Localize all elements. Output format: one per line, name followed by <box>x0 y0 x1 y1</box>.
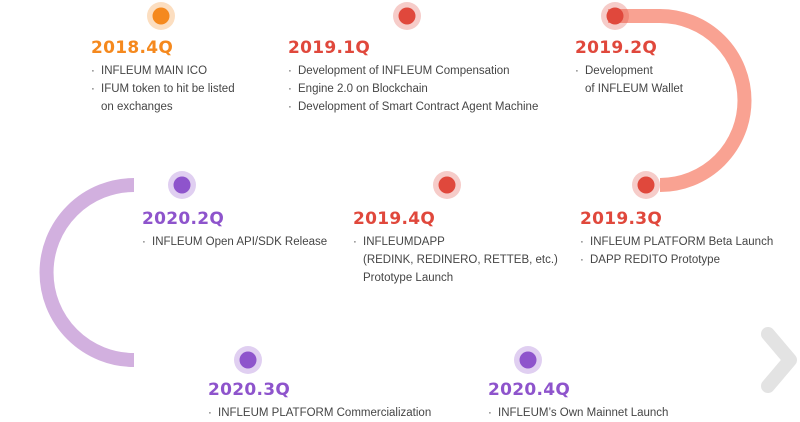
bullet-icon: · <box>575 65 579 77</box>
milestone-2019-4q: 2019.4Q · INFLEUMDAPP (REDINK, REDINERO, RE… <box>353 209 558 287</box>
bullet-icon: · <box>353 236 357 248</box>
milestone-item-text: Prototype Launch <box>363 272 454 284</box>
milestone-2020-4q: 2020.4Q · INFLEUM’s Own Mainnet Launch <box>488 380 668 422</box>
track-curve-right <box>608 9 752 192</box>
milestone-dot <box>606 7 624 25</box>
milestone-item-text: INFLEUM PLATFORM Commercialization <box>218 407 432 419</box>
bullet-icon: · <box>142 236 146 248</box>
milestone-dot <box>637 176 655 194</box>
milestone-2020-3q: 2020.3Q · INFLEUM PLATFORM Commercializati… <box>208 380 431 422</box>
milestone-quarter: 2019.4Q <box>353 209 436 229</box>
milestone-item-text: on exchanges <box>101 101 173 113</box>
milestone-dot <box>173 176 191 194</box>
milestone-quarter: 2018.4Q <box>91 38 174 58</box>
milestone-items: · INFLEUMDAPP (REDINK, REDINERO, RETTEB, e… <box>353 233 558 287</box>
milestone-item: · INFLEUMDAPP <box>353 233 558 251</box>
milestone-item: · IFUM token to hit be listed <box>91 80 235 98</box>
milestone-item-text: of INFLEUM Wallet <box>585 83 683 95</box>
milestone-items: · INFLEUM’s Own Mainnet Launch <box>488 404 668 422</box>
milestone-item-text: INFLEUMDAPP <box>363 236 445 248</box>
milestone-item-text: DAPP REDITO Prototype <box>590 254 720 266</box>
milestone-item-text: Development <box>585 65 653 77</box>
milestone-item-text: (REDINK, REDINERO, RETTEB, etc.) <box>363 254 558 266</box>
milestone-dot <box>438 176 456 194</box>
milestone-item: · INFLEUM’s Own Mainnet Launch <box>488 404 668 422</box>
milestone-item-text: Development of Smart Contract Agent Mach… <box>298 101 539 113</box>
bullet-icon: · <box>288 83 292 95</box>
milestone-item: · INFLEUM Open API/SDK Release <box>142 233 327 251</box>
milestone-2019-1q: 2019.1Q · Development of INFLEUM Compensat… <box>288 38 538 116</box>
arrow-head-icon <box>761 327 797 393</box>
bullet-icon: · <box>580 236 584 248</box>
milestone-item: · INFLEUM MAIN ICO <box>91 62 235 80</box>
milestone-items: · INFLEUM MAIN ICO · IFUM token to hit be l… <box>91 62 235 116</box>
milestone-item: · DAPP REDITO Prototype <box>580 251 773 269</box>
milestone-item-text: Development of INFLEUM Compensation <box>298 65 510 77</box>
milestone-quarter: 2020.3Q <box>208 380 291 400</box>
track-curve-left <box>39 178 135 367</box>
milestone-item-text: INFLEUM PLATFORM Beta Launch <box>590 236 774 248</box>
milestone-quarter: 2019.2Q <box>575 38 658 58</box>
milestone-item: · INFLEUM PLATFORM Beta Launch <box>580 233 773 251</box>
milestone-item: · Development <box>575 62 683 80</box>
milestone-dot <box>519 351 537 369</box>
milestone-items: · INFLEUM Open API/SDK Release <box>142 233 327 251</box>
milestone-items: · INFLEUM PLATFORM Commercialization <box>208 404 431 422</box>
milestone-2019-2q: 2019.2Q · Development of INFLEUM Wallet <box>575 38 683 98</box>
milestone-quarter: 2019.1Q <box>288 38 371 58</box>
milestone-dot <box>152 7 170 25</box>
milestone-item-text: INFLEUM Open API/SDK Release <box>152 236 328 248</box>
milestone-2018-4q: 2018.4Q · INFLEUM MAIN ICO · IFUM token to h… <box>91 38 235 116</box>
milestone-items: · Development of INFLEUM Compensation · Eng… <box>288 62 538 116</box>
milestone-item: on exchanges <box>91 98 235 116</box>
bullet-icon: · <box>91 83 95 95</box>
milestone-item-text: IFUM token to hit be listed <box>101 83 235 95</box>
milestone-quarter: 2020.4Q <box>488 380 571 400</box>
milestone-dot <box>398 7 416 25</box>
milestone-item-text: INFLEUM MAIN ICO <box>101 65 208 77</box>
milestone-dot <box>239 351 257 369</box>
milestone-item-text: INFLEUM’s Own Mainnet Launch <box>498 407 669 419</box>
milestone-quarter: 2019.3Q <box>580 209 663 229</box>
bullet-icon: · <box>580 254 584 266</box>
bullet-icon: · <box>288 65 292 77</box>
milestone-items: · Development of INFLEUM Wallet <box>575 62 683 98</box>
milestone-item-text: Engine 2.0 on Blockchain <box>298 83 428 95</box>
milestone-item: · Development of Smart Contract Agent Mac… <box>288 98 538 116</box>
milestone-item: · INFLEUM PLATFORM Commercialization <box>208 404 431 422</box>
milestone-2019-3q: 2019.3Q · INFLEUM PLATFORM Beta Launch · DAP… <box>580 209 773 269</box>
milestone-2020-2q: 2020.2Q · INFLEUM Open API/SDK Release <box>142 209 327 251</box>
milestone-item: Prototype Launch <box>353 269 558 287</box>
bullet-icon: · <box>288 101 292 113</box>
milestone-item: · Engine 2.0 on Blockchain <box>288 80 538 98</box>
milestone-item: of INFLEUM Wallet <box>575 80 683 98</box>
bullet-icon: · <box>488 407 492 419</box>
milestone-quarter: 2020.2Q <box>142 209 225 229</box>
bullet-icon: · <box>91 65 95 77</box>
milestone-item: (REDINK, REDINERO, RETTEB, etc.) <box>353 251 558 269</box>
milestone-item: · Development of INFLEUM Compensation <box>288 62 538 80</box>
milestone-items: · INFLEUM PLATFORM Beta Launch · DAPP REDIT… <box>580 233 773 269</box>
bullet-icon: · <box>208 407 212 419</box>
